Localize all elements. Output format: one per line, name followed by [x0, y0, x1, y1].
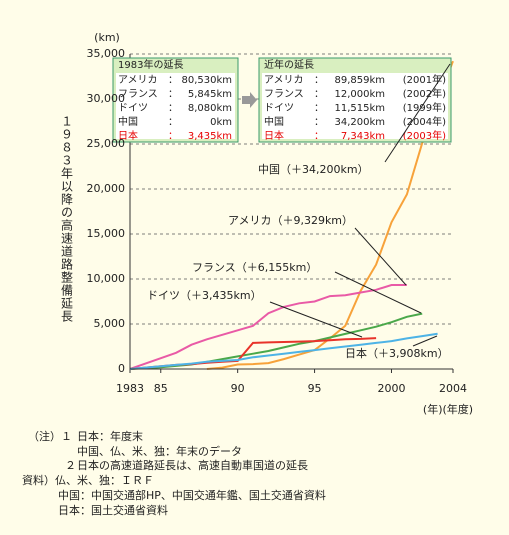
- box-title: 近年の延長: [264, 58, 314, 71]
- annotation-leader: [269, 301, 363, 338]
- note: 中国、仏、米、独：年末のデータ: [77, 444, 242, 458]
- box-value: 80,530km: [181, 75, 232, 86]
- y-axis-title: １９８３年以降の高速道路整備延長: [60, 115, 74, 323]
- note: 資料）仏、米、独：ＩＲＦ: [22, 473, 154, 487]
- box-name: アメリカ: [264, 74, 304, 86]
- x-tick-label: 95: [308, 382, 322, 395]
- annotation-leader: [384, 63, 451, 163]
- annotation: 中国（＋34,200km）: [258, 163, 369, 176]
- box-value: 0km: [210, 117, 232, 128]
- note: 日本の高速道路延長は、高速自動車国道の延長: [77, 458, 308, 472]
- box-value: 7,343km: [341, 131, 385, 142]
- box-sep: ：: [314, 89, 324, 100]
- box-sep: ：: [168, 89, 178, 100]
- y-tick-label: 5,000: [94, 317, 126, 330]
- annotation: フランス（＋6,155km）: [192, 261, 317, 274]
- box-sep: ：: [168, 117, 178, 128]
- annotation-leader: [334, 271, 422, 314]
- box-sep: ：: [314, 131, 324, 142]
- y-tick-label: 20,000: [87, 182, 126, 195]
- x-tick-label: 1983: [116, 382, 144, 395]
- y-unit: (km): [94, 31, 120, 44]
- box-sep: ：: [314, 75, 324, 86]
- box-year: (2003年): [403, 129, 446, 142]
- series-line: [129, 284, 407, 370]
- series-line: [129, 332, 438, 370]
- box-name: 日本: [118, 129, 138, 142]
- y-tick-label: 30,000: [87, 92, 126, 105]
- box-value: 12,000km: [334, 89, 385, 100]
- box-value: 8,080km: [188, 103, 232, 114]
- note: （注）１: [28, 429, 72, 443]
- annotation-leader: [412, 335, 438, 347]
- x-unit: (年)(年度): [423, 402, 473, 416]
- note: 中国：中国交通部HP、中国交通年鑑、国土交通省資料: [58, 488, 326, 502]
- box-value: 3,435km: [188, 131, 232, 142]
- box-value: 89,859km: [334, 75, 385, 86]
- x-tick-label: 90: [231, 382, 245, 395]
- box-name: ドイツ: [264, 103, 294, 114]
- x-tick-label: 2004: [439, 382, 467, 395]
- box-year: (1999年): [403, 101, 446, 114]
- grid: [129, 53, 454, 373]
- box-title: 1983年の延長: [118, 58, 183, 71]
- box-inner: [262, 73, 448, 139]
- box-year: (2002年): [403, 87, 446, 100]
- box-value: 11,515km: [334, 103, 385, 114]
- box-value: 34,200km: [334, 117, 385, 128]
- box-name: 中国: [264, 115, 284, 128]
- box-name: フランス: [264, 88, 304, 100]
- box-sep: ：: [314, 103, 324, 114]
- x-tick-label: 2000: [377, 382, 405, 395]
- box-name: 中国: [118, 115, 138, 128]
- box-sep: ：: [168, 131, 178, 142]
- box-name: フランス: [118, 88, 158, 100]
- box-sep: ：: [168, 103, 178, 114]
- x-tick-label: 85: [154, 382, 168, 395]
- box-value: 5,845km: [188, 89, 232, 100]
- y-tick-label: 10,000: [87, 272, 126, 285]
- annotation-leader: [354, 227, 407, 286]
- y-tick-label: 35,000: [87, 47, 126, 60]
- note: 日本：年度末: [77, 429, 143, 443]
- arrow: [242, 92, 257, 108]
- box-sep: ：: [168, 75, 178, 86]
- box-inner: [116, 73, 235, 139]
- y-tick-label: 25,000: [87, 137, 126, 150]
- box-name: アメリカ: [118, 74, 158, 86]
- note: 日本：国土交通省資料: [58, 503, 168, 517]
- annotation: 日本（＋3,908km）: [345, 346, 449, 360]
- box-name: 日本: [264, 129, 284, 142]
- annotation: ドイツ（＋3,435km）: [147, 289, 262, 302]
- box-name: ドイツ: [118, 103, 148, 114]
- box-year: (2001年): [403, 73, 446, 86]
- box-sep: ：: [314, 117, 324, 128]
- y-tick-label: 15,000: [87, 227, 126, 240]
- y-tick-label: 0: [118, 362, 125, 375]
- note: ２: [65, 459, 76, 472]
- annotation: アメリカ（＋9,329km）: [228, 214, 353, 227]
- lines: [129, 60, 454, 370]
